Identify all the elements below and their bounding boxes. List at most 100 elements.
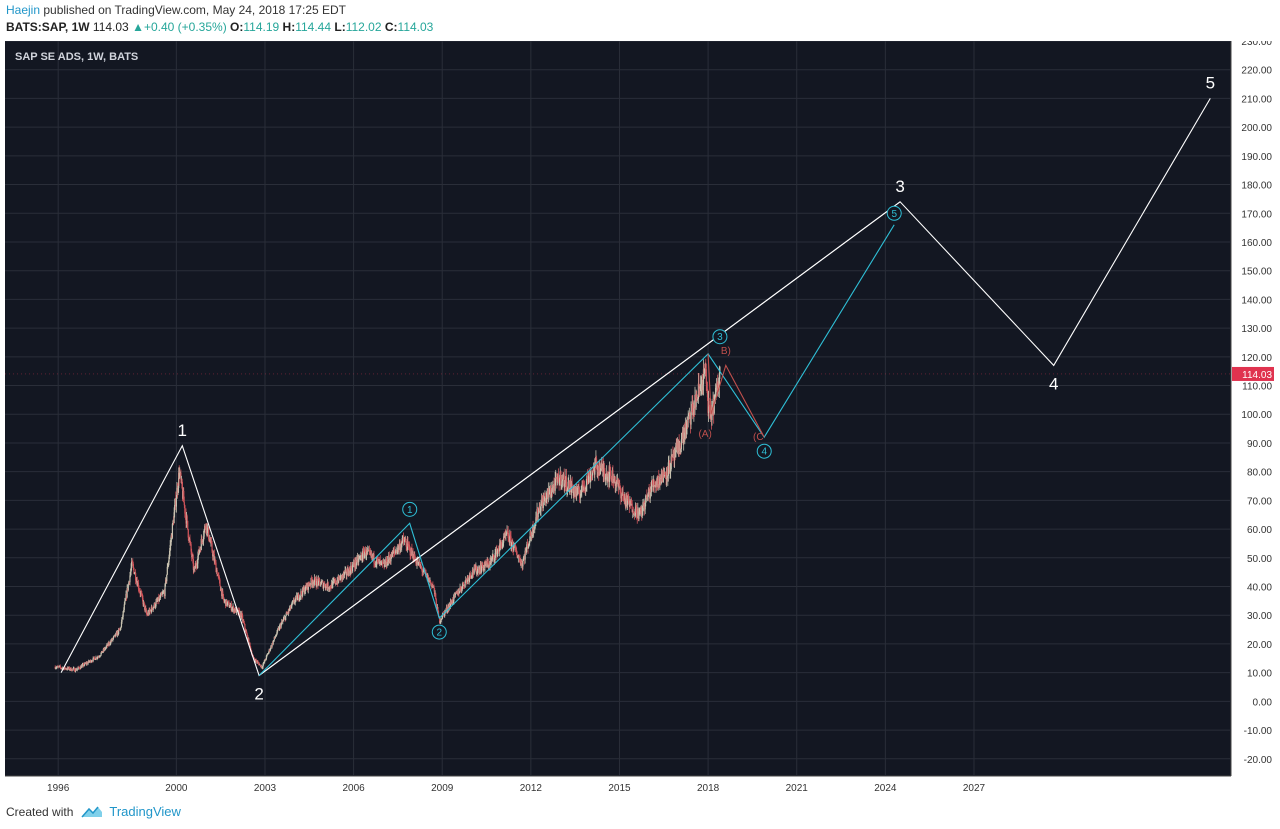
candle-body — [229, 607, 231, 608]
wave-label: 4 — [1049, 374, 1058, 393]
candle-body — [271, 643, 273, 647]
price-axis[interactable] — [1231, 41, 1275, 776]
candle-body — [289, 608, 291, 611]
candle-body — [99, 656, 101, 657]
candle-body — [176, 487, 178, 499]
candle-body — [390, 558, 392, 562]
candle-body — [509, 534, 511, 543]
candle-body — [671, 454, 673, 457]
candle-body — [681, 438, 683, 440]
candle-body — [529, 541, 531, 544]
candle-body — [595, 458, 598, 462]
y-tick-label: 150.00 — [1241, 267, 1272, 278]
candle-body — [416, 561, 418, 565]
y-tick-label: 110.00 — [1242, 382, 1272, 393]
candle-body — [302, 587, 304, 596]
candle-body — [129, 571, 132, 576]
candle-body — [474, 566, 476, 568]
candle-body — [537, 513, 539, 518]
candle-body — [78, 667, 81, 669]
candle-body — [363, 553, 365, 558]
author-link[interactable]: Haejin — [6, 3, 41, 17]
candle-body — [158, 597, 160, 602]
candle-body — [154, 603, 156, 608]
candle-body — [531, 535, 533, 537]
candle-body — [293, 600, 295, 603]
time-axis[interactable] — [5, 776, 1231, 796]
candle-body — [193, 569, 195, 571]
y-tick-label: 100.00 — [1241, 410, 1272, 421]
y-tick-label: 90.00 — [1247, 439, 1272, 450]
candle-body — [439, 621, 441, 623]
price-chart[interactable]: 1 2 3 4 5 1 2 3 4 5 (A) B) (C 230.00 220.00 210.00 200.… — [5, 41, 1275, 796]
candle-body — [696, 397, 698, 399]
candle-body — [316, 579, 318, 587]
plot-area[interactable] — [5, 41, 1231, 776]
candle-body — [587, 473, 590, 483]
candle-body — [264, 659, 266, 663]
candle-body — [119, 628, 121, 630]
candle-body — [667, 475, 669, 479]
candle-body — [110, 640, 112, 642]
y-tick-label: 180.00 — [1241, 181, 1272, 192]
candle-body — [619, 485, 621, 492]
candle-body — [528, 543, 530, 545]
candle-body — [90, 661, 93, 663]
candle-body — [497, 549, 500, 551]
candle-body — [300, 591, 302, 597]
candle-body — [307, 582, 309, 590]
candle-body — [605, 475, 607, 478]
candle-body — [500, 541, 502, 545]
candle-body — [347, 569, 349, 575]
candle-body — [253, 658, 256, 661]
candle-body — [533, 528, 535, 534]
candle-body — [208, 527, 210, 540]
price-change: +0.40 (+0.35%) — [143, 20, 227, 34]
candle-body — [435, 593, 437, 600]
candle-body — [543, 497, 545, 502]
candle-body — [270, 646, 272, 649]
candle-body — [469, 573, 471, 576]
candle-body — [707, 400, 710, 413]
candle-body — [706, 388, 709, 398]
candle-body — [232, 606, 235, 612]
candle-body — [328, 588, 330, 590]
candle-body — [386, 559, 389, 566]
candle-body — [530, 531, 532, 537]
candle-body — [697, 383, 699, 399]
candle-body — [556, 474, 559, 483]
candle-body — [437, 610, 440, 617]
candle-body — [704, 368, 706, 375]
candle-body — [292, 600, 294, 603]
wave-label: 1 — [407, 505, 413, 516]
candle-body — [636, 507, 638, 518]
candle-body — [313, 581, 315, 585]
candle-body — [218, 575, 220, 577]
candle-body — [89, 661, 91, 663]
candle-body — [688, 413, 690, 416]
candle-body — [248, 638, 250, 645]
candle-body — [546, 492, 548, 499]
candle-body — [501, 543, 504, 549]
candle-body — [355, 559, 357, 566]
candle-body — [506, 530, 508, 534]
x-tick-label: 2027 — [963, 783, 986, 794]
candle-body — [200, 538, 202, 550]
candle-body — [599, 465, 601, 475]
y-tick-label: 70.00 — [1247, 496, 1272, 507]
candle-body — [561, 481, 563, 485]
candle-body — [396, 550, 398, 554]
candle-body — [662, 471, 664, 483]
candle-body — [72, 668, 74, 670]
candle-body — [178, 472, 180, 488]
tradingview-link[interactable]: TradingView — [109, 804, 181, 819]
candle-body — [379, 559, 381, 562]
candle-body — [191, 551, 193, 557]
candle-body — [401, 542, 403, 548]
candle-body — [102, 651, 104, 653]
candle-body — [361, 559, 363, 560]
candle-body — [269, 648, 271, 651]
candle-body — [680, 448, 682, 453]
candle-body — [167, 566, 169, 568]
candle-body — [128, 581, 130, 585]
